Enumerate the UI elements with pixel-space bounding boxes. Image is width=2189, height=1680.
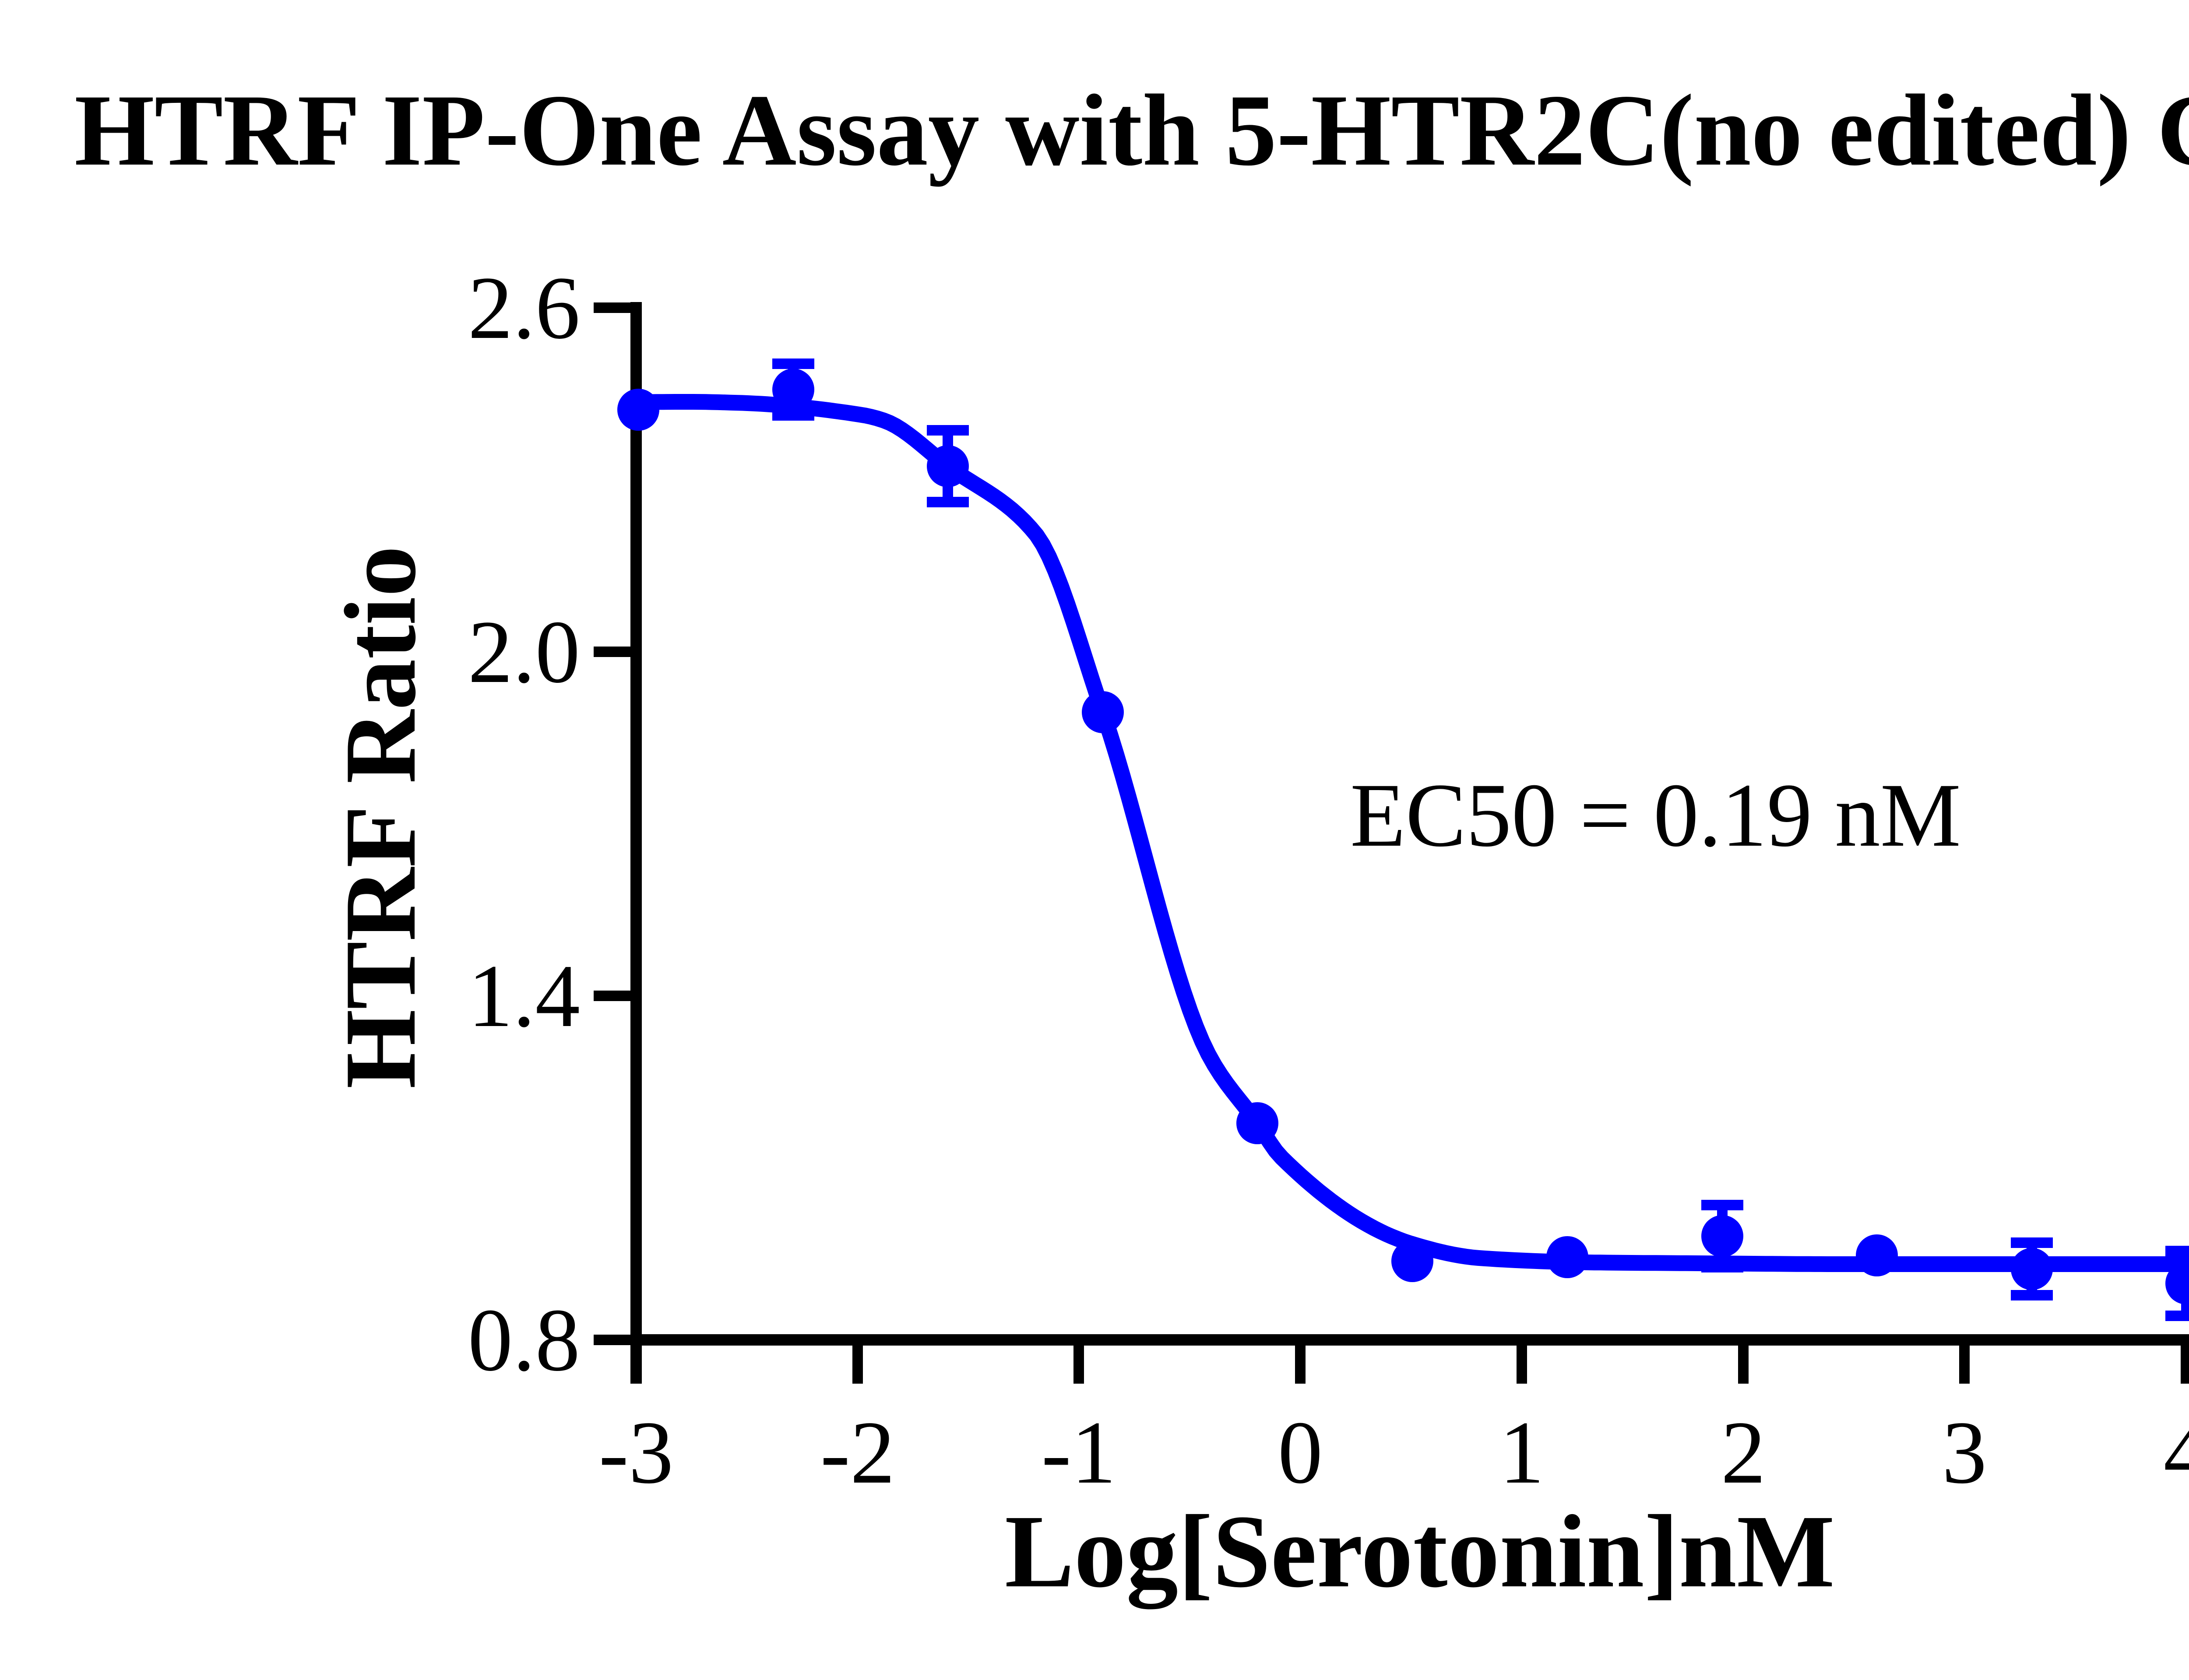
- svg-text:2.6: 2.6: [468, 258, 580, 358]
- svg-text:Log[Serotonin]nM: Log[Serotonin]nM: [1005, 1494, 1835, 1609]
- svg-text:2: 2: [1721, 1403, 1766, 1502]
- svg-text:EC50 = 0.19 nM: EC50 = 0.19 nM: [1350, 765, 1961, 865]
- svg-text:4: 4: [2164, 1403, 2189, 1502]
- svg-text:0: 0: [1278, 1403, 1323, 1502]
- svg-text:3: 3: [1942, 1403, 1987, 1502]
- svg-text:-2: -2: [820, 1403, 895, 1502]
- svg-text:-1: -1: [1042, 1403, 1116, 1502]
- svg-text:-3: -3: [599, 1403, 674, 1502]
- svg-text:1.4: 1.4: [468, 946, 580, 1046]
- svg-text:HTRF Ratio: HTRF Ratio: [324, 546, 437, 1089]
- svg-text:2.0: 2.0: [468, 602, 580, 702]
- svg-text:1: 1: [1499, 1403, 1545, 1502]
- svg-text:HTRF IP-One Assay with 5-HTR2C: HTRF IP-One Assay with 5-HTR2C(no edited…: [74, 73, 2189, 187]
- svg-text:0.8: 0.8: [468, 1290, 580, 1390]
